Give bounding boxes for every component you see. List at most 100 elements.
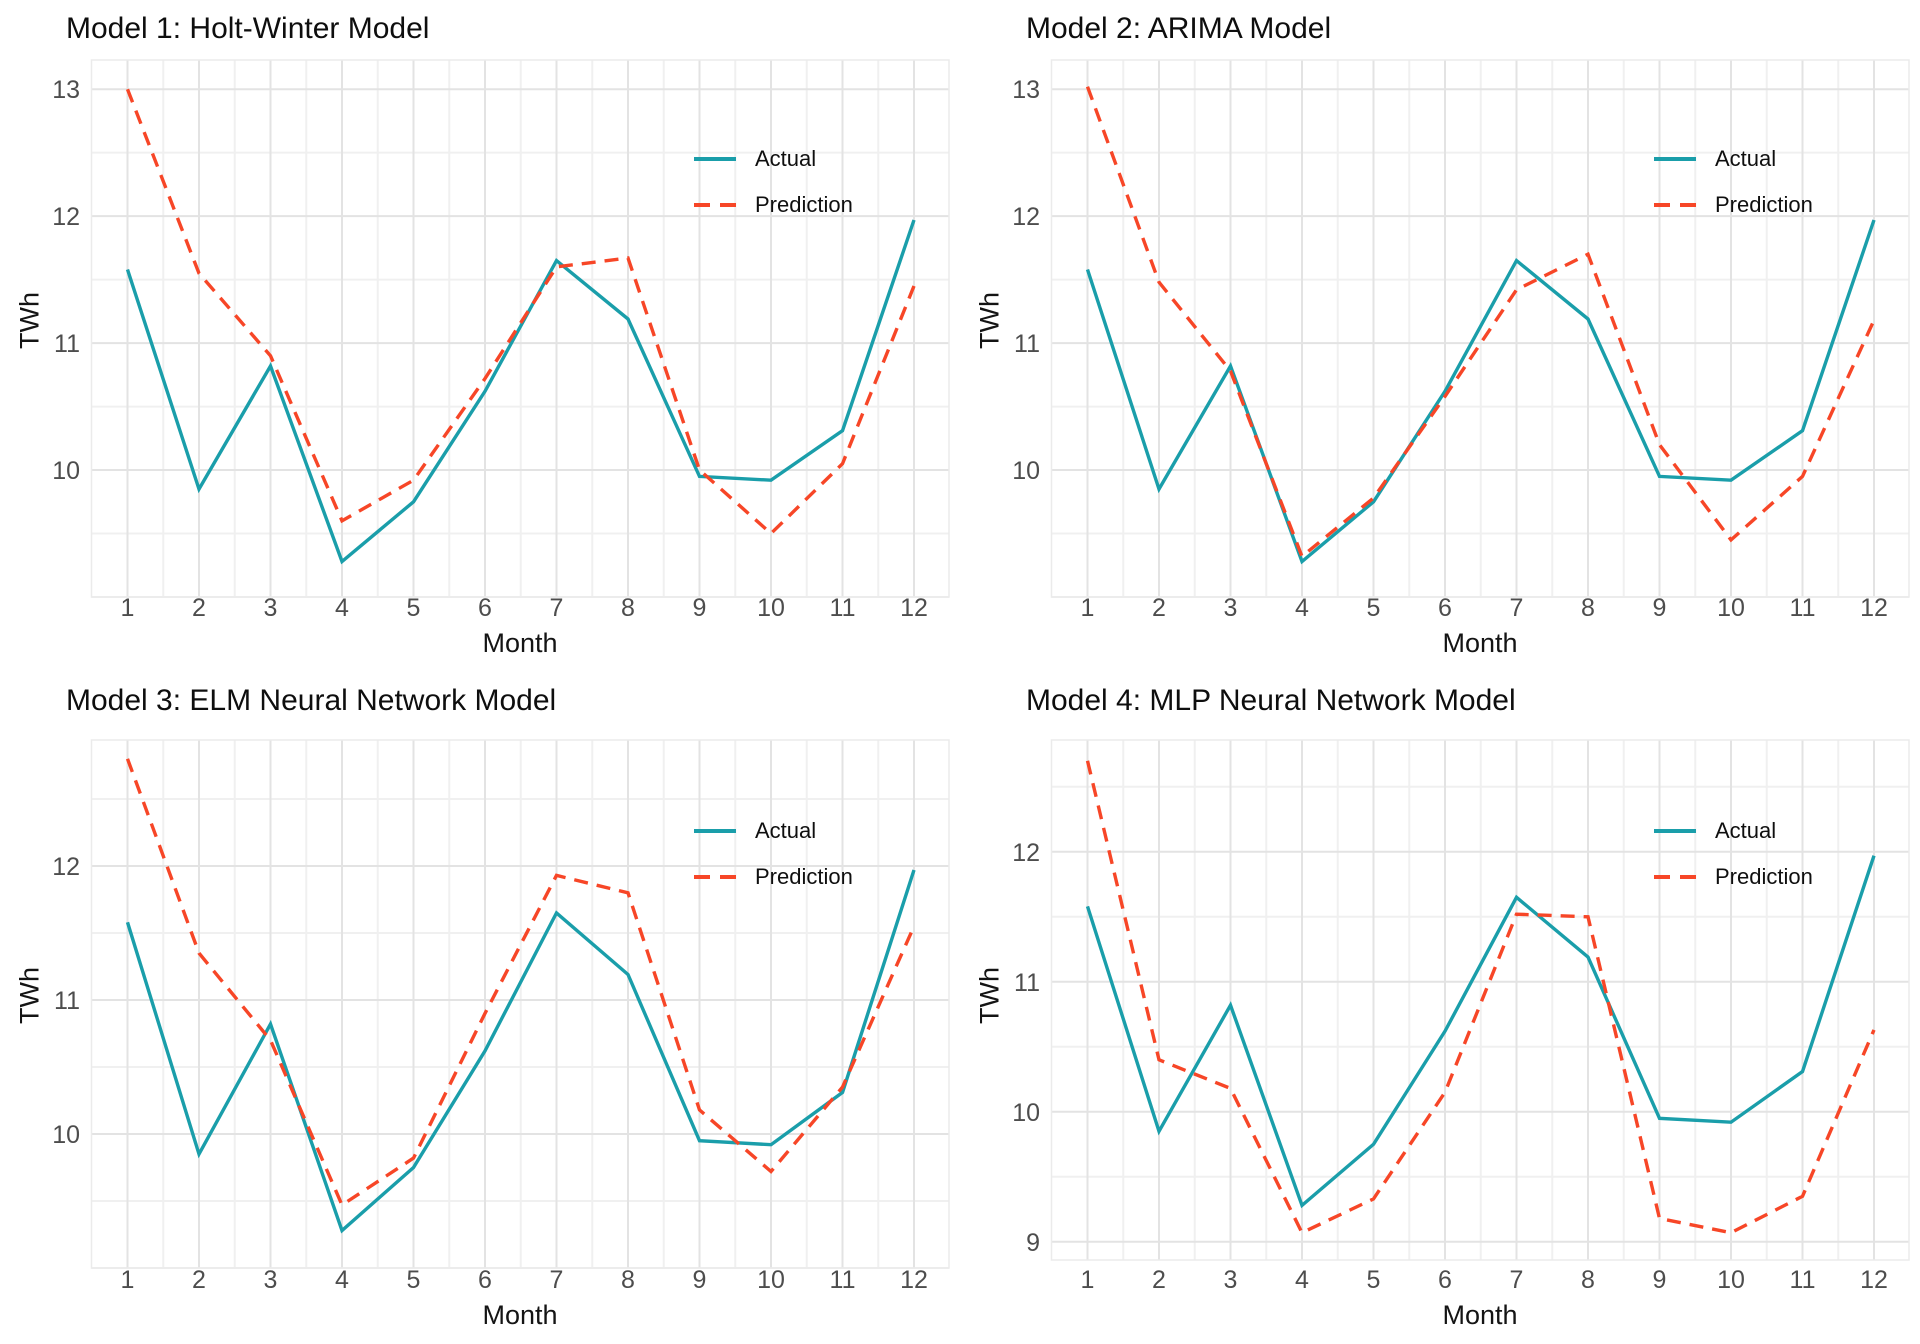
x-tick-label: 9	[1653, 1266, 1667, 1294]
x-tick-label: 6	[1438, 594, 1452, 622]
legend: Actual Prediction	[693, 815, 853, 893]
x-tick-label: 8	[621, 1266, 635, 1294]
x-tick-label: 10	[757, 1266, 785, 1294]
y-axis-label: TWh	[974, 967, 1005, 1024]
legend-label: Actual	[1715, 818, 1777, 843]
y-tick-label: 12	[1012, 203, 1040, 231]
page-title: Model 1: Holt-Winter Model	[66, 12, 430, 45]
x-tick-label: 10	[757, 594, 785, 622]
x-tick-label: 3	[264, 1266, 278, 1294]
actual-line-swatch	[694, 157, 736, 161]
x-tick-label: 4	[1295, 594, 1309, 622]
x-tick-label: 11	[830, 594, 856, 622]
y-tick-label: 9	[1026, 1229, 1040, 1257]
y-axis-label: TWh	[14, 292, 45, 349]
plot-border	[90, 739, 950, 1269]
x-tick-label: 3	[264, 594, 278, 622]
x-tick-label: 1	[121, 1266, 135, 1294]
y-tick-label: 13	[52, 76, 80, 104]
legend-label: Prediction	[1715, 864, 1813, 889]
legend-item-prediction: Prediction	[693, 189, 853, 221]
x-tick-label: 8	[621, 594, 635, 622]
x-tick-label: 7	[550, 1266, 564, 1294]
series-line-prediction	[1085, 760, 1876, 1235]
x-tick-label: 9	[1653, 594, 1667, 622]
x-tick-label: 4	[335, 594, 349, 622]
x-tick-label: 6	[478, 594, 492, 622]
y-tick-label: 10	[1012, 1099, 1040, 1127]
x-tick-label: 9	[693, 1266, 707, 1294]
x-axis-label: Month	[1442, 1300, 1518, 1330]
x-tick-label: 7	[1510, 594, 1524, 622]
y-tick-label: 11	[54, 987, 80, 1015]
series-line-actual	[125, 219, 916, 565]
x-tick-label: 7	[1510, 1266, 1524, 1294]
legend: Actual Prediction	[1653, 815, 1813, 893]
legend-item-prediction: Prediction	[1653, 189, 1813, 221]
y-tick-label: 12	[1012, 839, 1040, 867]
page-title: Model 2: ARIMA Model	[1026, 12, 1332, 45]
legend-label: Prediction	[1715, 192, 1813, 217]
legend-item-actual: Actual	[1653, 815, 1813, 847]
y-tick-label: 11	[54, 330, 80, 358]
prediction-line-swatch	[694, 203, 736, 207]
x-tick-label: 5	[1367, 1266, 1381, 1294]
legend: Actual Prediction	[1653, 143, 1813, 221]
x-tick-label: 6	[1438, 1266, 1452, 1294]
y-axis-label: TWh	[974, 292, 1005, 349]
x-tick-label: 6	[478, 1266, 492, 1294]
x-tick-label: 2	[192, 1266, 206, 1294]
y-tick-label: 11	[1014, 969, 1040, 997]
x-tick-label: 5	[407, 1266, 421, 1294]
legend-label: Prediction	[755, 192, 853, 217]
x-tick-label: 9	[693, 594, 707, 622]
legend-label: Prediction	[755, 864, 853, 889]
x-tick-label: 8	[1581, 1266, 1595, 1294]
actual-line-swatch	[1654, 829, 1696, 833]
panel-holt-winter: 1 2 3 4 5 6 7 8 9 10 11 12 10 11 12 13 Model 1: Holt-Wi…	[0, 0, 960, 672]
x-tick-label: 3	[1224, 594, 1238, 622]
legend-item-prediction: Prediction	[693, 861, 853, 893]
actual-line-swatch	[1654, 157, 1696, 161]
legend-item-actual: Actual	[693, 815, 853, 847]
series-line-prediction	[125, 758, 916, 1208]
y-tick-label: 12	[52, 203, 80, 231]
x-tick-label: 3	[1224, 1266, 1238, 1294]
x-tick-label: 2	[1152, 594, 1166, 622]
x-tick-label: 4	[335, 1266, 349, 1294]
x-tick-label: 5	[1367, 594, 1381, 622]
x-tick-label: 11	[1790, 594, 1816, 622]
x-tick-label: 2	[192, 594, 206, 622]
page-title: Model 3: ELM Neural Network Model	[66, 684, 557, 717]
plot-border	[90, 59, 950, 598]
x-tick-label: 1	[1081, 594, 1095, 622]
series-line-actual	[1085, 219, 1876, 565]
prediction-line-swatch	[694, 875, 736, 879]
series-line-prediction	[125, 88, 916, 536]
panel-mlp: 1 2 3 4 5 6 7 8 9 10 11 12 9 10 11 12 Model 4: MLP Neur…	[960, 672, 1920, 1344]
legend-label: Actual	[755, 146, 817, 171]
x-tick-label: 2	[1152, 1266, 1166, 1294]
x-tick-label: 7	[550, 594, 564, 622]
actual-line-swatch	[694, 829, 736, 833]
prediction-line-swatch	[1654, 875, 1696, 879]
legend-label: Actual	[755, 818, 817, 843]
y-tick-label: 10	[52, 1121, 80, 1149]
x-tick-label: 11	[830, 1266, 856, 1294]
y-tick-label: 10	[1012, 457, 1040, 485]
x-tick-label: 1	[1081, 1266, 1095, 1294]
x-tick-label: 10	[1717, 1266, 1745, 1294]
legend-label: Actual	[1715, 146, 1777, 171]
y-tick-label: 10	[52, 457, 80, 485]
y-axis-label: TWh	[14, 967, 45, 1024]
x-tick-label: 12	[900, 594, 928, 622]
y-tick-label: 13	[1012, 76, 1040, 104]
series-line-actual	[125, 869, 916, 1234]
x-tick-label: 1	[121, 594, 135, 622]
plot-border	[1050, 59, 1910, 598]
x-tick-label: 12	[900, 1266, 928, 1294]
